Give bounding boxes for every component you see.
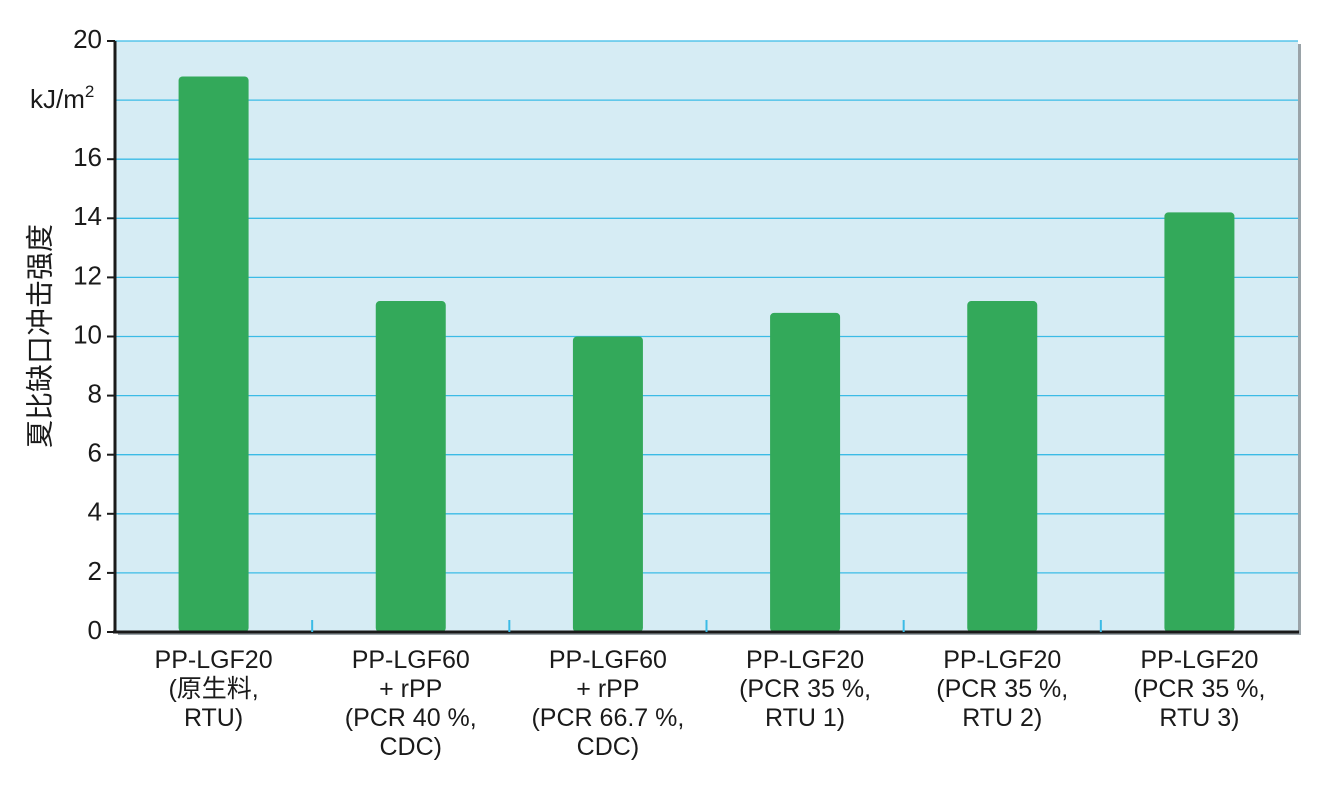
x-tick-label-line: (PCR 40 %,	[345, 704, 477, 732]
x-tick-label-line: PP-LGF60	[549, 646, 667, 674]
x-tick-label-line: PP-LGF20	[746, 646, 864, 674]
y-tick-label: 16	[73, 142, 102, 172]
x-tick-label-line: (PCR 35 %,	[1133, 675, 1265, 703]
unit-superscript: 2	[85, 82, 94, 101]
bar	[1164, 212, 1235, 632]
x-tick-label-line: RTU 3)	[1159, 704, 1239, 732]
axes	[107, 40, 1299, 634]
x-tick-label-line: RTU 1)	[765, 704, 845, 732]
bar	[770, 312, 841, 632]
bars	[178, 76, 1235, 632]
x-tick-label: PP-LGF20 (PCR 35 %, RTU 2)	[936, 646, 1068, 732]
y-tick-label: 14	[73, 201, 102, 231]
x-tick-label-line: (PCR 35 %,	[936, 675, 1068, 703]
x-tick-label-line: RTU 2)	[962, 704, 1042, 732]
y-tick-label: 12	[73, 260, 102, 290]
unit-text: kJ/m	[30, 84, 85, 114]
x-tick-label-line: RTU)	[184, 704, 243, 732]
bar	[375, 301, 446, 632]
y-tick-label: 2	[88, 556, 102, 586]
x-tick-label-line: + rPP	[576, 675, 639, 703]
x-tick-label: PP-LGF60 + rPP (PCR 66.7 %, CDC)	[531, 646, 684, 761]
x-tick-label-line: CDC)	[380, 733, 443, 761]
x-tick-label-line: PP-LGF20	[943, 646, 1061, 674]
x-tick-label: PP-LGF20 (PCR 35 %, RTU 3)	[1133, 646, 1265, 732]
x-tick-label: PP-LGF60 + rPP (PCR 40 %, CDC)	[345, 646, 477, 761]
x-tick-label-line: PP-LGF20	[1140, 646, 1258, 674]
x-tick-label-line: PP-LGF60	[352, 646, 470, 674]
x-tick-label-line: CDC)	[577, 733, 640, 761]
x-tick-label-line: PP-LGF20	[155, 646, 273, 674]
x-tick-label-line: + rPP	[379, 675, 442, 703]
x-tick-label: PP-LGF20 (PCR 35 %, RTU 1)	[739, 646, 871, 732]
bar	[967, 301, 1038, 632]
x-tick-label: PP-LGF20 (原生料, RTU)	[155, 646, 273, 732]
y-tick-label: 8	[88, 378, 102, 408]
y-tick-label: 4	[88, 497, 102, 527]
x-tick-label-line: (PCR 35 %,	[739, 675, 871, 703]
x-tick-label-line: (原生料,	[168, 675, 258, 703]
y-tick-label: 6	[88, 438, 102, 468]
y-axis-unit: kJ/m2	[30, 82, 94, 114]
y-axis-label: 夏比缺口冲击强度	[24, 224, 55, 448]
y-tick-label: 10	[73, 319, 102, 349]
x-tick-label-line: (PCR 66.7 %,	[531, 704, 684, 732]
y-tick-label: 0	[88, 615, 102, 645]
bar	[572, 336, 643, 632]
plot-area	[115, 40, 1301, 635]
y-tick-label: 20	[73, 24, 102, 54]
bar	[178, 76, 249, 632]
